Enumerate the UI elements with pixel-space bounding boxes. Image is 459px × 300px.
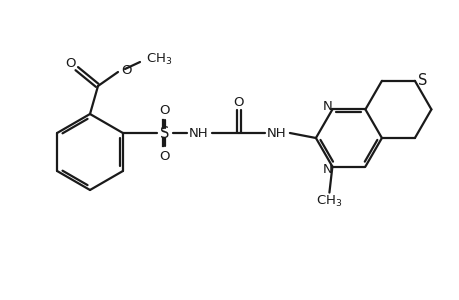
- Text: S: S: [160, 125, 169, 140]
- Text: O: O: [159, 103, 170, 116]
- Text: N: N: [322, 163, 331, 176]
- Text: O: O: [66, 56, 76, 70]
- Text: O: O: [121, 64, 131, 76]
- Text: CH$_3$: CH$_3$: [146, 52, 172, 67]
- Text: ··: ··: [160, 128, 165, 136]
- Text: N: N: [322, 100, 331, 113]
- Text: CH$_3$: CH$_3$: [315, 194, 342, 209]
- Text: O: O: [233, 95, 244, 109]
- Text: NH: NH: [189, 127, 208, 140]
- Text: NH: NH: [267, 127, 286, 140]
- Text: O: O: [159, 149, 170, 163]
- Text: S: S: [417, 73, 427, 88]
